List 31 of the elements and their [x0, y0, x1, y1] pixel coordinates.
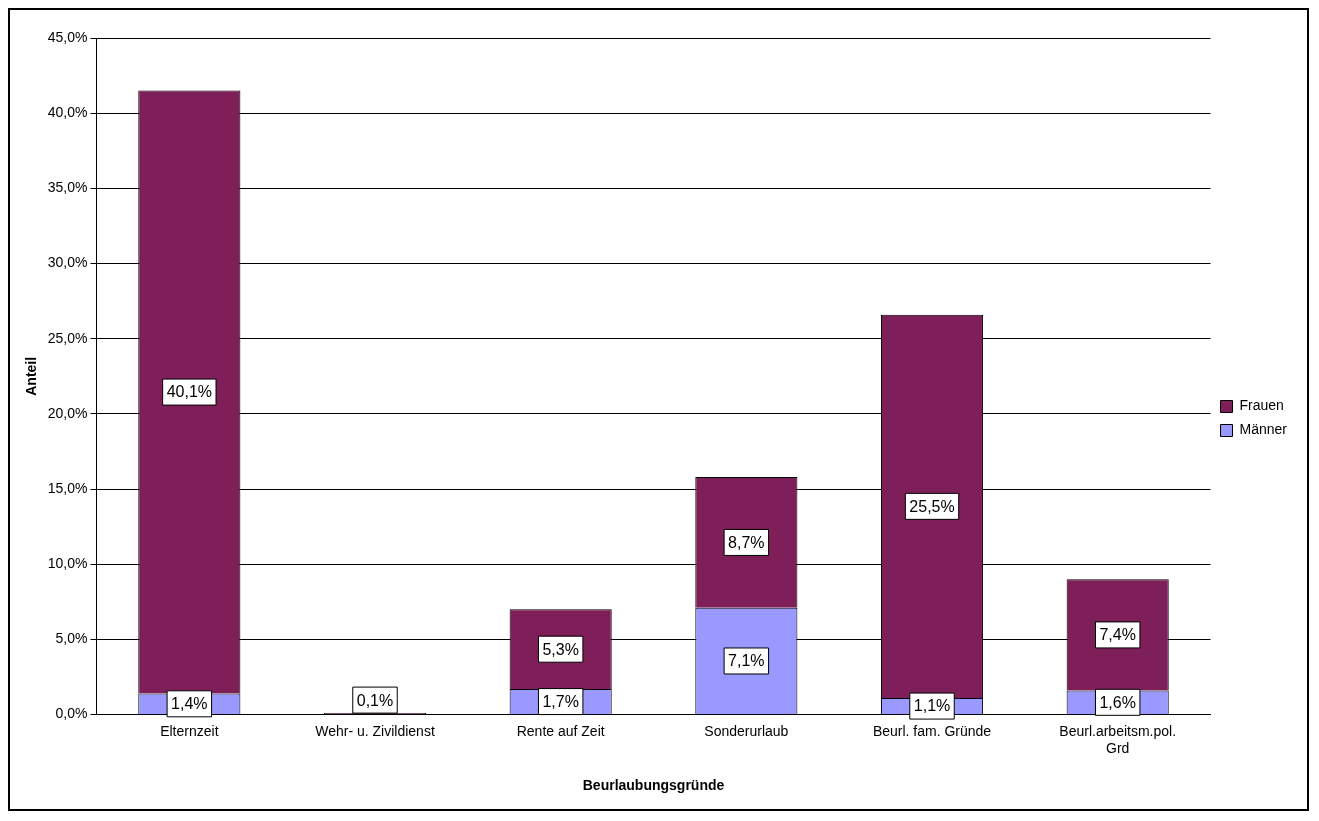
- legend-label: Frauen: [1239, 397, 1284, 414]
- x-tick-label: Sonderurlaub: [704, 722, 789, 739]
- x-tick-label: Beurl. fam. Gründe: [872, 722, 992, 739]
- y-tick-label: 20,0%: [47, 404, 88, 421]
- data-label: 25,5%: [909, 497, 955, 515]
- data-label: 8,7%: [728, 533, 765, 551]
- y-tick-label: 25,0%: [47, 329, 88, 346]
- y-tick-label: 35,0%: [47, 179, 88, 196]
- legend-label: Männer: [1239, 421, 1288, 438]
- x-axis-title: Beurlaubungsgründe: [582, 777, 725, 794]
- data-label: 1,7%: [542, 692, 579, 710]
- x-tick-label: Elternzeit: [160, 722, 219, 739]
- data-label: 7,4%: [1099, 626, 1136, 644]
- data-label: 5,3%: [542, 640, 579, 658]
- data-label: 1,4%: [171, 695, 208, 713]
- data-label: 7,1%: [728, 652, 765, 670]
- x-tick-label: Wehr- u. Zivildienst: [315, 722, 435, 739]
- y-tick-label: 5,0%: [55, 630, 88, 647]
- data-label: 40,1%: [166, 383, 213, 401]
- y-tick-label: 0,0%: [55, 705, 88, 722]
- data-label: 0,1%: [356, 691, 394, 709]
- y-axis-title: Anteil: [23, 356, 40, 396]
- y-tick-label: 10,0%: [47, 555, 88, 572]
- y-tick-label: 40,0%: [47, 104, 88, 121]
- data-label: 1,1%: [913, 697, 951, 715]
- x-tick-label: Rente auf Zeit: [516, 722, 605, 739]
- y-tick-label: 15,0%: [47, 479, 88, 496]
- x-tick-label: Beurl.arbeitsm.pol. Grd: [1059, 722, 1177, 756]
- y-tick-label: 45,0%: [47, 28, 88, 45]
- data-label: 1,6%: [1099, 693, 1136, 711]
- y-tick-label: 30,0%: [47, 254, 88, 271]
